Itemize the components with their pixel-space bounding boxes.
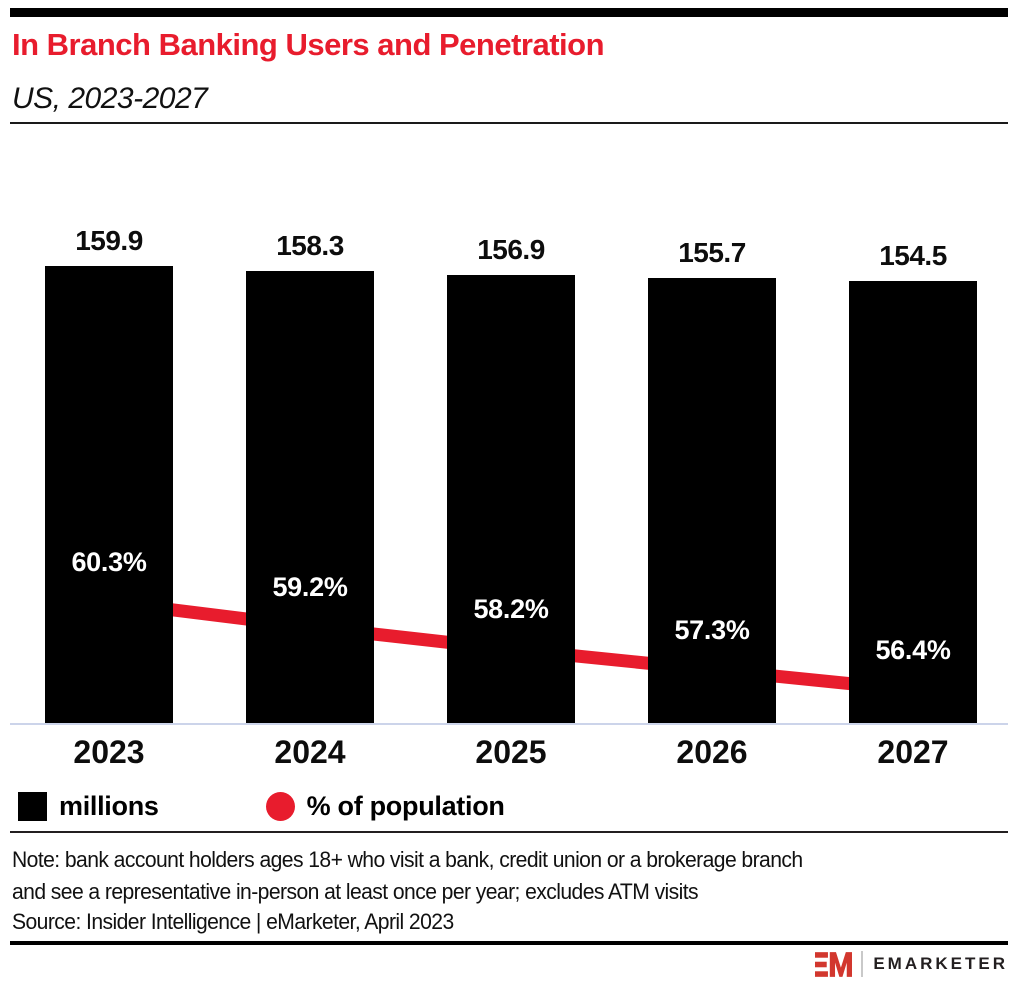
note-line-2: and see a representative in-person at le… [12, 879, 699, 904]
pct-value-label: 58.2% [473, 594, 549, 625]
x-axis-tick-label: 2026 [676, 734, 748, 770]
legend-divider [10, 831, 1008, 833]
page-title: In Branch Banking Users and Penetration [12, 27, 605, 62]
x-axis-line [10, 723, 1008, 725]
source-line: Source: Insider Intelligence | eMarketer… [12, 909, 454, 934]
legend-line-swatch [265, 791, 295, 821]
em-monogram-icon [815, 951, 853, 977]
bar-2025 [447, 275, 575, 723]
emarketer-logo: EMARKETER [815, 951, 1008, 977]
legend-bar-swatch [18, 791, 47, 821]
title-divider [10, 122, 1008, 124]
bar-value-label: 159.9 [75, 225, 143, 256]
pct-value-label: 56.4% [875, 635, 951, 665]
bar-2027 [849, 281, 977, 723]
bar-2023 [45, 266, 173, 723]
pct-value-label: 59.2% [272, 571, 348, 602]
bar-value-label: 154.5 [879, 240, 947, 271]
legend-line-label: % of population [306, 790, 505, 821]
x-axis-tick-label: 2027 [877, 734, 949, 770]
bar-value-label: 156.9 [477, 234, 545, 265]
x-axis-tick-label: 2024 [274, 734, 346, 770]
page-subtitle: US, 2023-2027 [12, 82, 208, 115]
footer-divider [10, 941, 1008, 945]
x-axis-tick-label: 2025 [475, 734, 547, 770]
note-line-1: Note: bank account holders ages 18+ who … [12, 847, 803, 872]
legend-bar-label: millions [59, 790, 159, 821]
bar-value-label: 155.7 [678, 237, 746, 268]
chart-legend: millions % of population [18, 791, 505, 821]
pct-value-label: 57.3% [674, 614, 750, 645]
logo-wordmark: EMARKETER [873, 954, 1008, 973]
x-axis-tick-label: 2023 [73, 734, 145, 770]
top-accent-bar [10, 8, 1008, 17]
bar-2024 [246, 271, 374, 723]
logo-divider [861, 951, 864, 977]
bar-2026 [648, 278, 776, 723]
bar-value-label: 158.3 [276, 230, 344, 261]
pct-value-label: 60.3% [71, 547, 147, 577]
